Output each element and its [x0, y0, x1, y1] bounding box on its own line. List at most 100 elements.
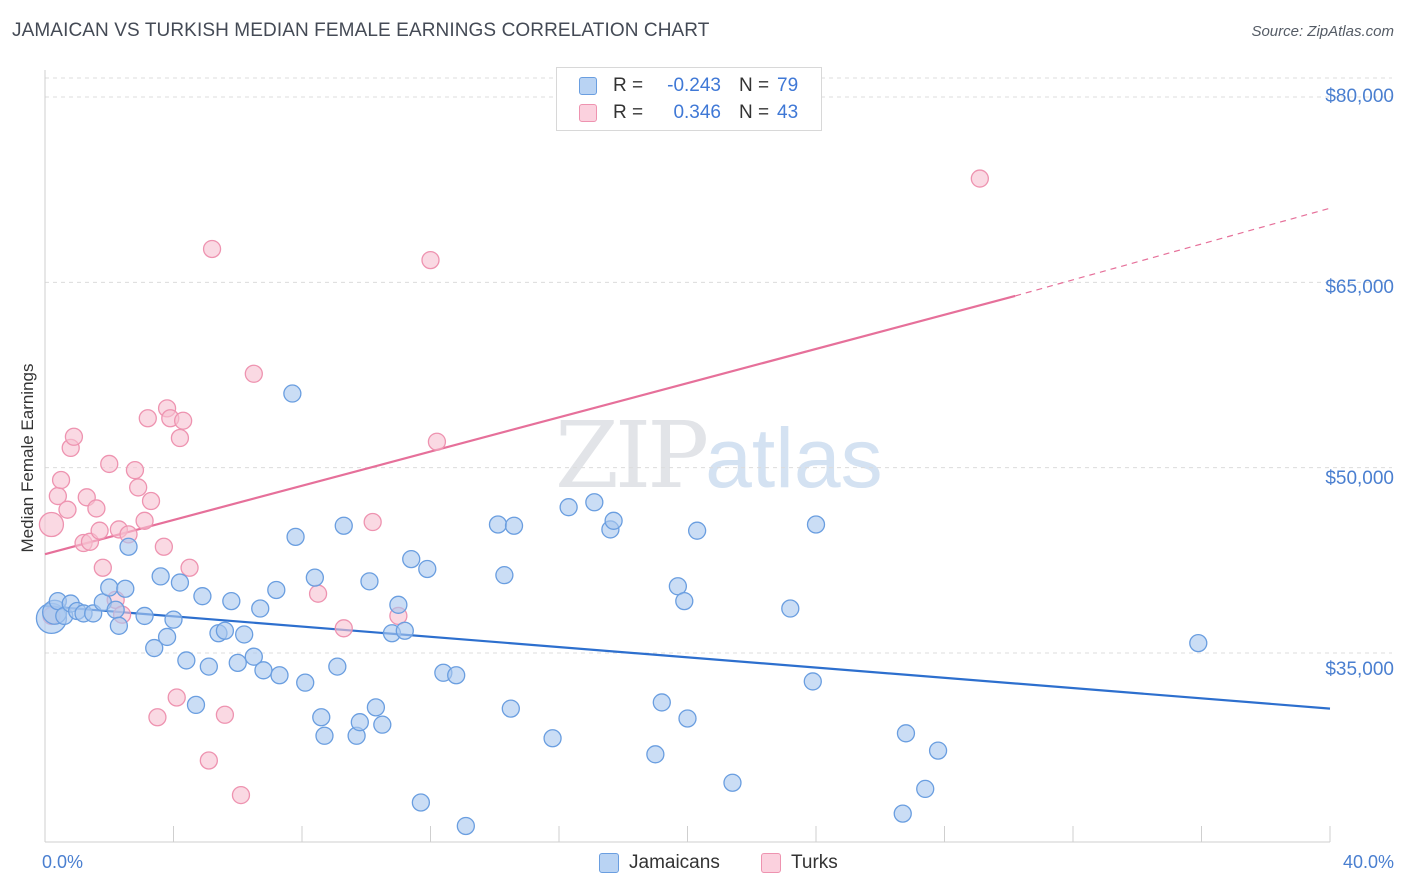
jamaicans-point — [723, 773, 742, 792]
jamaicans-point — [447, 666, 466, 685]
turks-point — [308, 584, 328, 603]
chart-title: JAMAICAN VS TURKISH MEDIAN FEMALE EARNIN… — [12, 20, 710, 41]
jamaicans-point — [215, 621, 235, 640]
jamaicans-point — [373, 715, 392, 734]
jamaicans-point — [893, 804, 912, 823]
jamaicans-point — [312, 708, 331, 727]
n-label: N = — [739, 102, 770, 123]
legend-item-jamaicans[interactable]: Jamaicans — [599, 852, 720, 874]
jamaicans-point — [157, 627, 177, 647]
jamaicans-point — [928, 741, 948, 760]
turks-point — [141, 491, 161, 511]
y-tick-label: $65,000 — [1325, 277, 1394, 298]
jamaicans-point — [270, 666, 289, 685]
jamaicans-point — [652, 693, 671, 712]
turks-point — [138, 409, 157, 428]
jamaicans-point — [151, 567, 170, 586]
legend-item-turks[interactable]: Turks — [761, 852, 838, 874]
y-tick-label: $80,000 — [1325, 86, 1394, 107]
jamaicans-point — [1189, 633, 1208, 653]
y-axis-label-wrap: Median Female Earnings — [18, 269, 38, 553]
jamaicans-point — [106, 600, 125, 619]
jamaicans-point — [350, 713, 369, 732]
jamaicans-point — [109, 616, 129, 635]
watermark-atlas: atlas — [705, 411, 883, 505]
jamaicans-point — [411, 793, 431, 812]
turks-point — [93, 558, 112, 577]
turks-point — [180, 558, 199, 577]
jamaicans-point — [116, 579, 135, 598]
jamaicans-point — [286, 527, 305, 547]
jamaicans-point — [678, 709, 697, 728]
jamaicans-point — [283, 384, 302, 403]
jamaicans-point — [296, 673, 315, 692]
jamaicans-point — [177, 651, 196, 670]
r-value: -0.243 — [667, 75, 721, 96]
r-label: R = — [613, 75, 644, 96]
x-tick-label-min: 0.0% — [42, 852, 84, 872]
jamaicans-point — [366, 698, 386, 717]
jamaicans-point — [488, 515, 508, 534]
jamaicans-point — [235, 625, 254, 644]
turks-point — [173, 411, 193, 430]
turks-point — [970, 169, 989, 188]
x-tick-label-max: 40.0% — [1342, 852, 1394, 872]
turks-point — [51, 470, 71, 490]
r-value: 0.346 — [673, 102, 721, 123]
jamaicans-point — [543, 729, 562, 748]
turks-point — [231, 785, 251, 805]
n-value: 79 — [777, 75, 799, 96]
turks-point — [202, 239, 222, 259]
turks-trend-line-extrapolated — [1015, 207, 1331, 297]
jamaicans-point — [228, 653, 247, 673]
jamaicans-point — [402, 549, 421, 569]
jamaicans-point — [315, 726, 334, 745]
jamaicans-point — [100, 578, 119, 597]
jamaicans-trend-line — [44, 604, 1331, 710]
jamaicans-point — [251, 599, 270, 618]
jamaicans-point — [585, 493, 604, 512]
jamaicans-point — [164, 610, 183, 629]
jamaicans-point — [501, 699, 520, 718]
jamaicans-swatch — [579, 77, 597, 95]
jamaicans-point — [559, 498, 578, 517]
y-tick-label: $35,000 — [1325, 659, 1394, 680]
jamaicans-point — [456, 816, 475, 836]
watermark-zip: ZIP — [555, 402, 709, 509]
jamaicans-point — [418, 559, 437, 579]
turks-point — [87, 499, 106, 518]
jamaicans-point — [254, 661, 273, 680]
turks-trend-line — [44, 294, 1016, 556]
turks-point — [148, 708, 167, 727]
jamaicans-point — [896, 724, 916, 743]
jamaicans-point — [604, 511, 623, 530]
turks-swatch — [579, 104, 597, 122]
watermark: ZIPatlas — [555, 402, 883, 509]
jamaicans-point — [186, 695, 206, 715]
turks-point — [135, 511, 154, 530]
turks-point — [90, 521, 109, 540]
jamaicans-point — [193, 587, 212, 606]
turks-point — [421, 250, 440, 270]
jamaicans-point — [495, 566, 514, 585]
jamaicans-legend-swatch — [599, 853, 619, 873]
jamaicans-point — [119, 537, 138, 556]
jamaicans-point — [145, 638, 164, 658]
turks-point — [100, 454, 119, 474]
legend-label: Jamaicans — [629, 852, 720, 873]
turks-point — [363, 512, 382, 532]
source-credit: Source: ZipAtlas.com — [1251, 23, 1394, 40]
turks-point — [58, 500, 77, 519]
jamaicans-point — [135, 606, 154, 626]
jamaicans-point — [646, 745, 665, 764]
jamaicans-point — [244, 647, 263, 666]
jamaicans-point — [389, 595, 408, 614]
turks-point — [199, 751, 218, 770]
jamaicans-point — [360, 572, 379, 591]
jamaicans-point — [395, 621, 414, 640]
legend-row-turks: R = 0.346 N = 43 — [579, 101, 798, 125]
jamaicans-point — [170, 573, 190, 592]
jamaicans-point — [199, 657, 218, 676]
y-tick-label: $50,000 — [1325, 468, 1394, 489]
